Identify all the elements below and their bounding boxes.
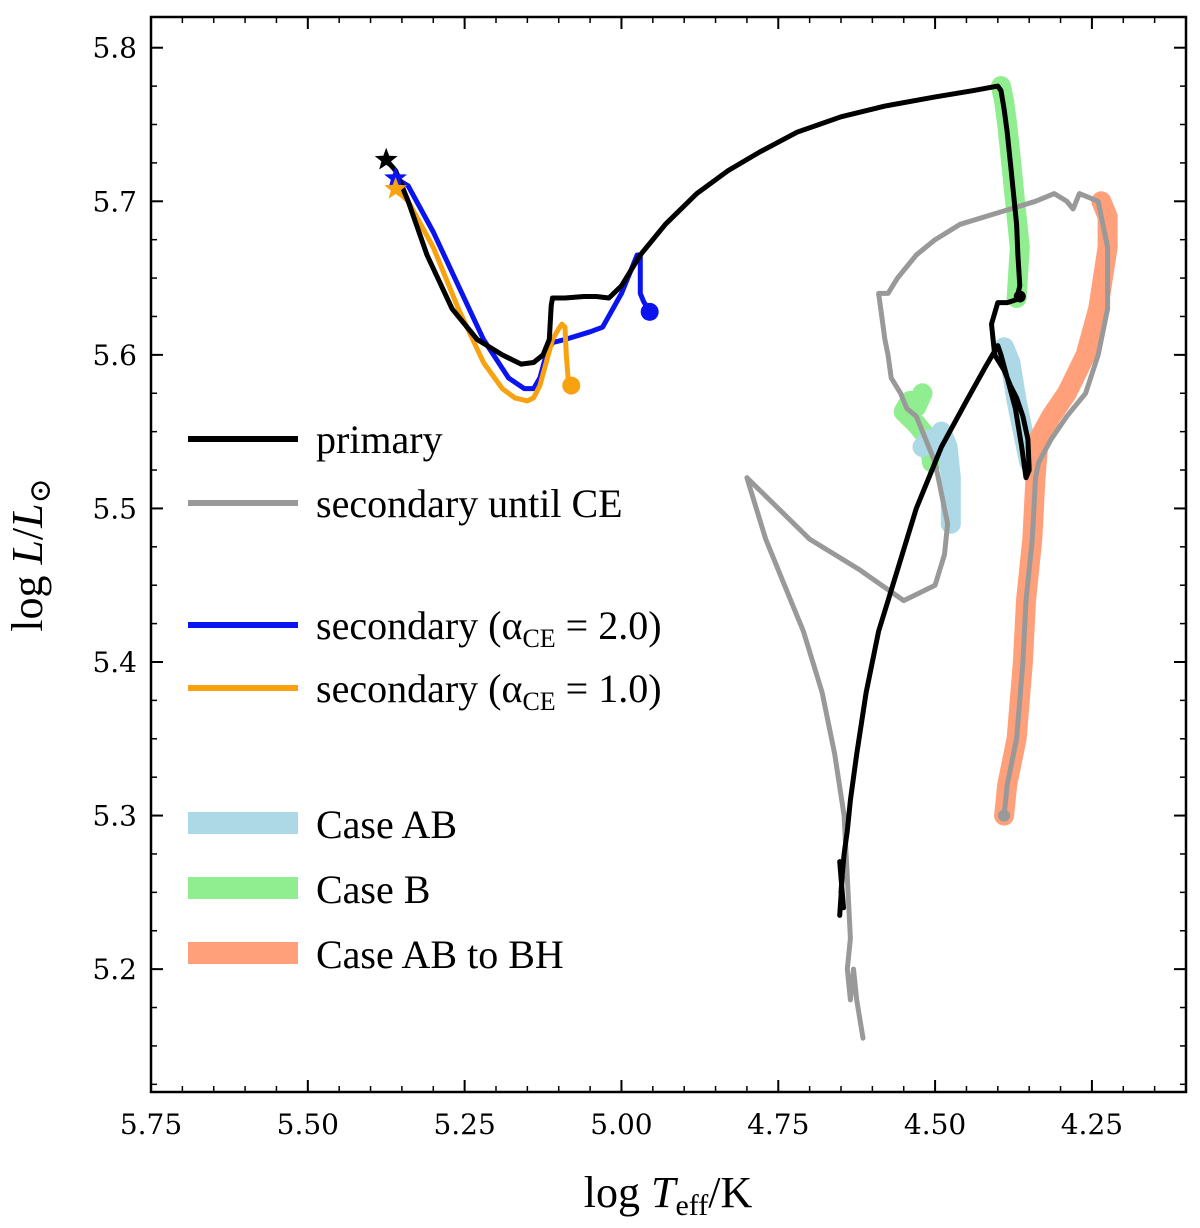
y-tick-label: 5.7	[92, 185, 137, 218]
x-tick-label: 4.75	[747, 1108, 809, 1141]
marker-alpha1-start	[384, 177, 407, 199]
legend: primary secondary until CE secondary (αC…	[188, 417, 662, 977]
marker-primary-start	[374, 147, 398, 170]
y-tick-label: 5.3	[92, 800, 137, 833]
x-tick-label: 5.25	[433, 1108, 495, 1141]
y-tick-label: 5.8	[92, 32, 137, 65]
series-secondary-until-ce	[744, 191, 1111, 1041]
y-tick-label: 5.5	[92, 492, 137, 525]
y-tick-label: 5.2	[92, 953, 137, 986]
legend-label-case-ab: Case AB	[316, 802, 457, 847]
band-case-ab-mid	[912, 421, 961, 534]
series-secondary-alpha1	[393, 186, 574, 404]
y-tick-label: 5.4	[92, 646, 137, 679]
marker-alpha1-end	[562, 376, 581, 395]
x-tick-label: 4.50	[904, 1108, 966, 1141]
legend-label-secondary-until-ce: secondary until CE	[316, 481, 623, 526]
axis-ticks	[150, 17, 1186, 1092]
plot-frame	[149, 15, 1188, 1094]
x-tick-label: 5.75	[120, 1108, 182, 1141]
legend-label-case-ab-to-bh: Case AB to BH	[316, 932, 564, 977]
x-tick-label: 5.00	[590, 1108, 652, 1141]
legend-label-case-b: Case B	[316, 867, 430, 912]
y-axis-label: log L/L⊙	[3, 478, 57, 632]
series-secondary-alpha2	[393, 175, 653, 392]
marker-bh-end	[998, 809, 1011, 822]
marker-alpha2-end	[640, 302, 659, 321]
axis-tick-labels: 5.75 5.50 5.25 5.00 4.75 4.50 4.25 5.2 5.3 5.4 5.5…	[92, 32, 1123, 1141]
x-axis-label: log Teff/K	[584, 1168, 753, 1222]
marker-primary-end	[1013, 290, 1026, 303]
x-tick-label: 4.25	[1061, 1108, 1123, 1141]
series-primary	[383, 83, 1032, 918]
legend-label-alpha1: secondary (αCE = 1.0)	[316, 666, 662, 716]
x-tick-label: 5.50	[277, 1108, 339, 1141]
tracks	[383, 83, 1111, 1041]
legend-label-primary: primary	[316, 417, 443, 462]
y-tick-label: 5.6	[92, 339, 137, 372]
markers	[374, 147, 1026, 822]
legend-label-alpha2: secondary (αCE = 2.0)	[316, 603, 662, 653]
